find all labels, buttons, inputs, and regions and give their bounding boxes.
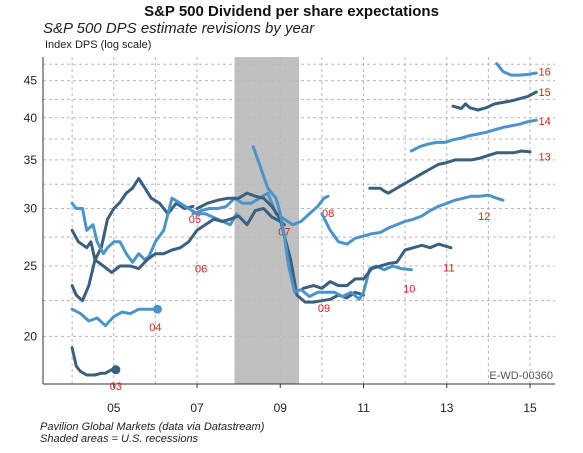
series-label-14: 14 bbox=[538, 116, 550, 128]
y-tick-label: 20 bbox=[24, 329, 38, 343]
series-label-15: 15 bbox=[538, 87, 550, 99]
series-end-marker-04 bbox=[152, 304, 162, 314]
series-label-11: 11 bbox=[443, 262, 454, 274]
y-tick-label: 40 bbox=[24, 111, 38, 125]
y-tick-label: 30 bbox=[24, 202, 38, 216]
series-label-04: 04 bbox=[149, 322, 161, 334]
series-line-15 bbox=[451, 90, 538, 112]
x-tick-label: 11 bbox=[357, 401, 370, 415]
chart-subtitle: S&P 500 DPS estimate revisions by year bbox=[43, 20, 315, 37]
series-label-13: 13 bbox=[538, 151, 550, 163]
x-tick-label: 09 bbox=[274, 401, 288, 415]
series-line-03 bbox=[70, 346, 118, 377]
series-line-14 bbox=[409, 118, 538, 153]
y-tick-label: 45 bbox=[24, 74, 38, 88]
x-tick-label: 05 bbox=[107, 401, 121, 415]
chart-code-watermark: E-WD-00360 bbox=[489, 370, 553, 382]
source-line: Pavilion Global Markets (data via Datast… bbox=[40, 421, 265, 433]
recession-note: Shaded areas = U.S. recessions bbox=[40, 433, 199, 445]
x-tick-label: 13 bbox=[440, 401, 454, 415]
y-tick-label: 35 bbox=[24, 153, 38, 167]
series-label-06: 06 bbox=[195, 264, 207, 276]
series-line-11 bbox=[301, 242, 453, 290]
y-axis-label: Index DPS (log scale) bbox=[45, 39, 152, 51]
series-end-marker-03 bbox=[111, 365, 121, 375]
chart-source-notes: Pavilion Global Markets (data via Datast… bbox=[40, 421, 264, 445]
series-line-04 bbox=[70, 307, 159, 328]
series-line-16 bbox=[495, 62, 538, 77]
series-label-08: 08 bbox=[322, 208, 334, 220]
series-line-12 bbox=[320, 193, 505, 246]
chart-title: S&P 500 Dividend per share expectations bbox=[144, 3, 439, 20]
series-line-05 bbox=[70, 177, 195, 303]
x-tick-label: 15 bbox=[523, 401, 537, 415]
series-label-05: 05 bbox=[189, 214, 201, 226]
series-line-13 bbox=[368, 149, 532, 195]
series-line-08 bbox=[191, 191, 330, 227]
series-label-10: 10 bbox=[403, 283, 415, 295]
series-label-16: 16 bbox=[538, 67, 550, 79]
x-tick-label: 07 bbox=[190, 401, 204, 415]
series-label-03: 03 bbox=[110, 381, 122, 393]
series-line-07 bbox=[70, 207, 286, 274]
y-tick-label: 25 bbox=[24, 259, 38, 273]
series-label-12: 12 bbox=[478, 211, 490, 223]
series-label-09: 09 bbox=[318, 303, 330, 315]
